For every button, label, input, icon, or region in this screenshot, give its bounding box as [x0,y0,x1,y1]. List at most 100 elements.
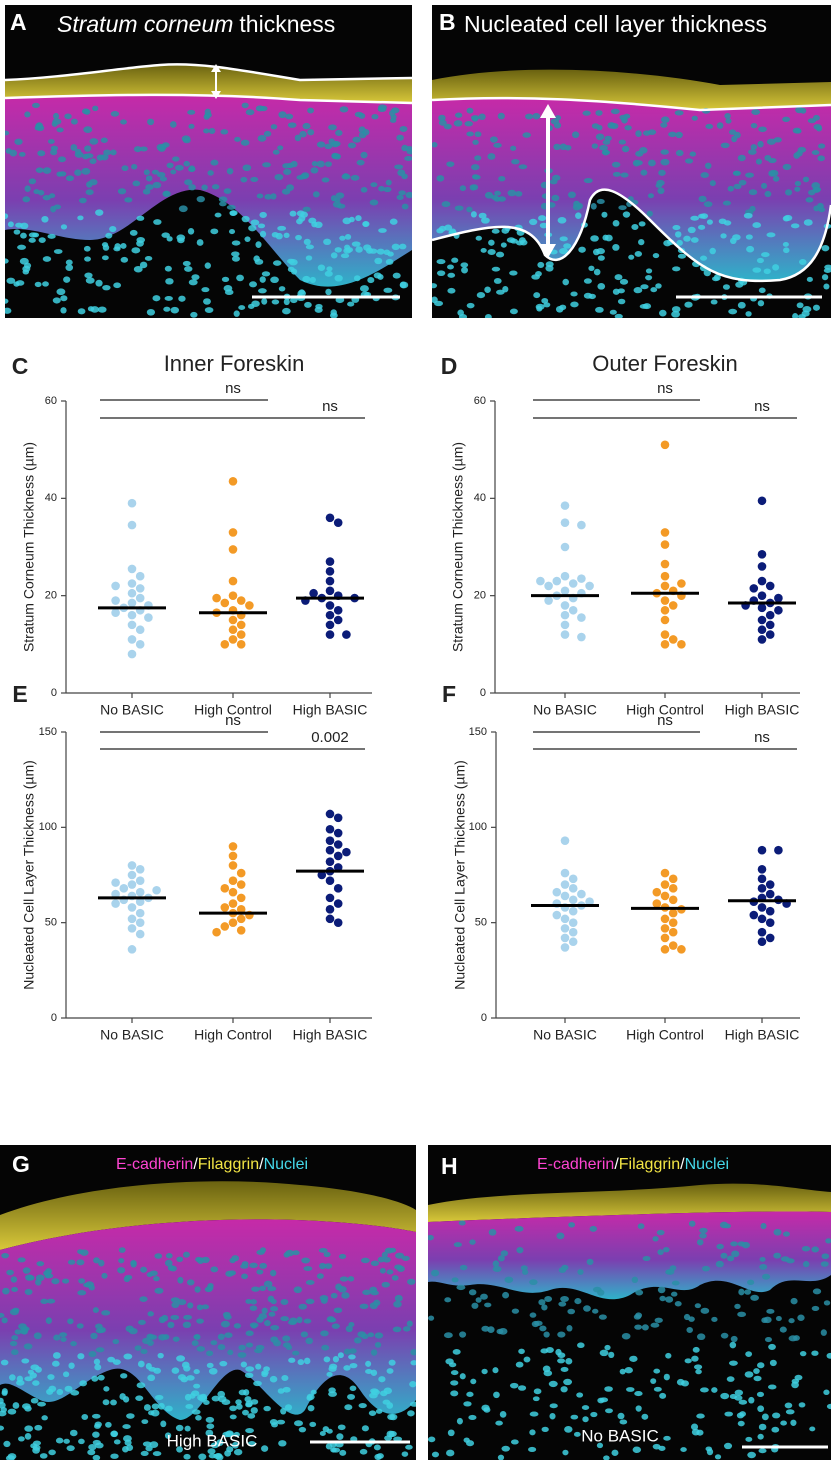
data-point [236,914,246,924]
nucleus [129,229,138,236]
nucleus [62,1278,70,1284]
nucleus [47,1374,55,1380]
data-point [560,630,570,639]
nucleus [391,243,400,251]
nucleus [32,1380,40,1386]
nucleus [337,1352,344,1359]
nucleus [520,1265,528,1271]
nucleus [720,1332,729,1339]
nucleus [394,1264,403,1270]
nucleus [250,1407,258,1414]
nucleus [163,306,171,312]
nucleus [102,1399,110,1406]
nucleus [339,1276,349,1282]
nucleus [120,119,127,125]
nucleus [182,1321,192,1329]
x-tick-label: High Control [626,1027,704,1043]
nucleus [151,1403,160,1410]
nucleus [714,1454,722,1460]
nucleus [19,257,29,265]
nucleus [285,113,294,120]
nucleus [261,1445,269,1452]
nucleus [226,1446,234,1453]
nucleus [196,1318,204,1324]
nucleus [347,142,357,149]
data-point [560,891,570,901]
nucleus [276,1419,286,1425]
nucleus [347,1276,355,1282]
nucleus [648,159,656,167]
nucleus [768,1384,777,1390]
nucleus [699,1232,707,1239]
nucleus [745,311,752,317]
data-point [236,596,246,605]
nucleus [320,1330,329,1337]
nucleus [563,1378,573,1386]
nucleus [790,1297,798,1305]
nucleus [376,248,385,255]
nucleus [432,283,438,289]
nucleus [499,1411,507,1418]
nucleus [270,1325,280,1331]
nucleus [120,256,129,263]
nucleus [52,118,62,125]
nucleus [22,1267,31,1274]
nucleus [136,1382,146,1389]
nucleus [231,1255,240,1262]
nucleus [386,1368,394,1374]
nucleus [703,269,711,277]
nucleus [582,110,591,116]
nucleus [447,264,454,270]
nucleus [557,217,567,224]
nucleus [752,267,762,273]
nucleus [574,1298,582,1305]
nucleus [277,225,287,231]
data-point [585,897,594,906]
stain-sep: / [614,1156,619,1173]
nucleus [293,1286,303,1294]
nucleus [201,287,210,293]
nucleus [811,1350,819,1356]
nucleus [48,1385,57,1393]
nucleus [280,1407,287,1415]
nucleus [134,1345,142,1351]
nucleus [32,1440,41,1446]
nucleus [142,1337,151,1345]
nucleus [438,119,447,126]
nucleus [556,1232,565,1240]
x-tick-label: No BASIC [100,702,164,718]
nucleus [391,1275,399,1281]
nucleus [373,1444,381,1451]
nucleus [705,123,714,129]
data-point [135,625,145,635]
nucleus [766,138,776,145]
nucleus [170,1297,180,1303]
nucleus [738,179,747,186]
nucleus [743,212,753,219]
nucleus [166,236,173,242]
nucleus [255,241,262,248]
nucleus [60,224,68,230]
nucleus [496,289,505,295]
nucleus [65,175,75,182]
nucleus [757,140,764,148]
nucleus [758,1448,767,1454]
nucleus [7,1453,17,1460]
nucleus [124,1274,133,1280]
nucleus [79,197,87,204]
nucleus [365,1360,372,1367]
nucleus [324,1263,333,1269]
nucleus [9,1340,18,1347]
nucleus [203,128,210,134]
stain: Nuclei [685,1156,729,1173]
nucleus [381,1281,390,1288]
nucleus [459,1264,468,1271]
nucleus [84,145,92,152]
nucleus [334,274,343,282]
nucleus [443,123,452,130]
nucleus [545,261,554,268]
nucleus [188,166,196,172]
nucleus [592,1308,599,1314]
nucleus [240,176,248,183]
nucleus [68,1362,75,1370]
